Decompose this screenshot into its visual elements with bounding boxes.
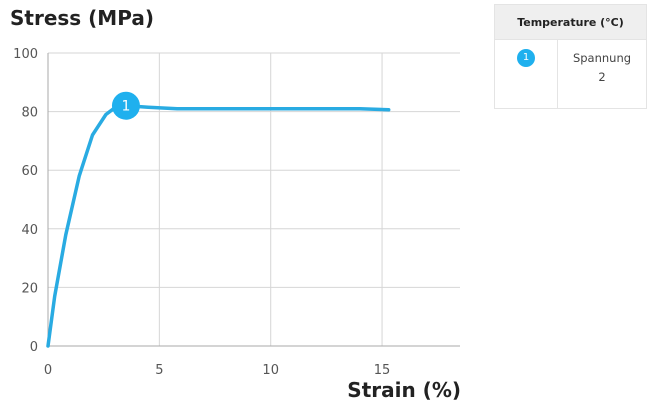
y-tick-label: 100 <box>13 47 38 62</box>
annotation-marker <box>111 91 140 120</box>
y-axis-title: Stress (MPa) <box>10 6 154 30</box>
x-tick-label: 15 <box>374 363 391 378</box>
legend-series-marker: 1 <box>517 49 535 67</box>
y-tick-label: 60 <box>21 164 38 179</box>
legend-badge-cell: 1 <box>494 39 558 109</box>
y-tick-label: 0 <box>30 340 38 355</box>
legend-row: 1 Spannung 2 <box>494 39 647 109</box>
y-tick-label: 40 <box>21 223 38 238</box>
y-tick-label: 80 <box>21 106 38 121</box>
series-line <box>46 103 391 348</box>
legend-table: Temperature (°C) 1 Spannung 2 <box>494 4 647 109</box>
legend-header: Temperature (°C) <box>494 4 647 40</box>
legend-label-cell: Spannung 2 <box>557 39 647 109</box>
series-layer <box>46 103 391 348</box>
x-tick-label: 10 <box>262 363 279 378</box>
y-tick-label: 20 <box>21 281 38 296</box>
x-axis-title: Strain (%) <box>347 378 461 402</box>
x-tick-label: 5 <box>155 363 163 378</box>
x-tick-label: 0 <box>44 363 52 378</box>
axes: 0 20 40 60 80 100 0 5 10 15 <box>13 47 460 378</box>
annotation-layer: 1 <box>111 91 140 120</box>
legend-series-label: Spannung 2 <box>572 51 632 84</box>
stress-strain-chart: 0 20 40 60 80 100 0 5 10 15 1 <box>13 47 460 378</box>
annotation-label: 1 <box>121 99 130 115</box>
grid-lines <box>48 52 460 346</box>
